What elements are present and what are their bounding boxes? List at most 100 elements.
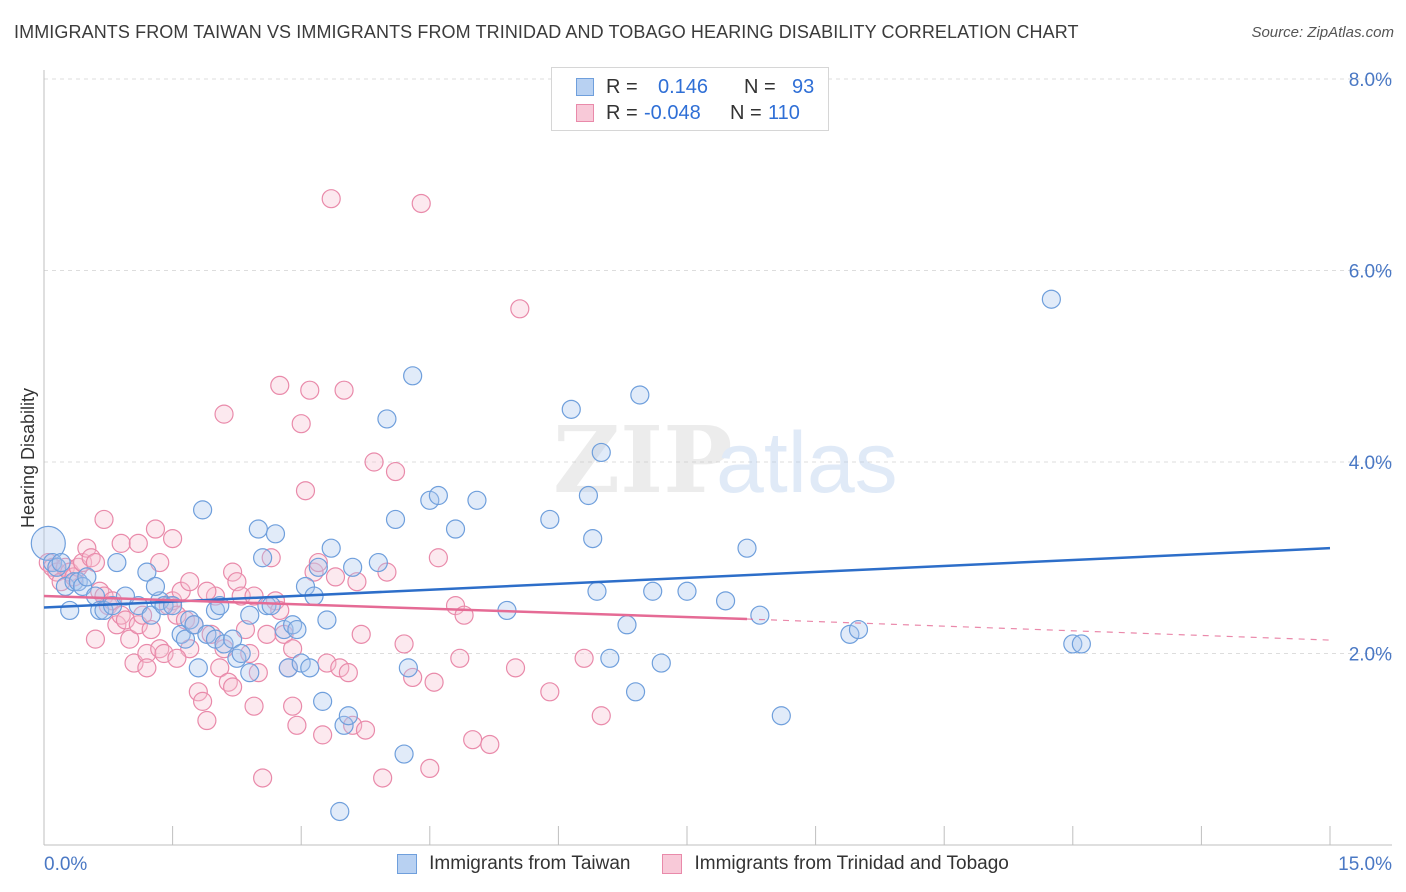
taiwan-point <box>30 525 66 561</box>
taiwan-point <box>128 596 148 616</box>
trinidad-point <box>574 648 594 668</box>
taiwan-point <box>398 658 418 678</box>
taiwan-point <box>540 509 560 530</box>
trinidad-point <box>253 768 273 788</box>
trinidad-point <box>94 509 114 530</box>
trinidad-point <box>347 572 367 592</box>
trinidad-point <box>355 720 376 740</box>
trinidad-point <box>197 710 217 731</box>
trinidad-point <box>424 672 444 692</box>
taiwan-point <box>141 605 161 625</box>
trinidad-point <box>540 682 560 702</box>
trinidad-point <box>167 648 187 668</box>
trinidad-point <box>283 639 303 659</box>
taiwan-point <box>145 576 166 597</box>
legend-n-value: 93 <box>792 75 815 98</box>
taiwan-point <box>587 581 607 601</box>
trinidad-point <box>210 658 230 678</box>
legend-swatch-trinidad <box>576 104 594 122</box>
taiwan-point <box>77 567 97 587</box>
trinidad-trend-extension <box>746 618 1331 641</box>
trinidad-point <box>180 572 200 592</box>
taiwan-point <box>115 586 136 606</box>
trinidad-point <box>351 624 371 644</box>
taiwan-point <box>561 399 581 419</box>
chart-title: IMMIGRANTS FROM TAIWAN VS IMMIGRANTS FRO… <box>14 22 1079 42</box>
trinidad-point <box>111 533 131 553</box>
trinidad-point <box>85 629 106 649</box>
trinidad-point <box>270 375 290 395</box>
trinidad-point <box>163 528 183 549</box>
taiwan-point <box>617 615 637 635</box>
taiwan-point <box>137 562 157 582</box>
taiwan-point <box>313 691 333 711</box>
taiwan-point <box>278 658 298 678</box>
watermark: ZIP atlas <box>553 406 898 514</box>
taiwan-point <box>107 552 127 573</box>
trinidad-point <box>223 562 243 582</box>
trinidad-point <box>257 624 277 644</box>
legend-swatch-taiwan <box>576 78 594 96</box>
taiwan-point <box>737 538 757 558</box>
trinidad-trend-line <box>43 594 748 621</box>
trinidad-point <box>308 552 328 573</box>
trinidad-point <box>141 619 161 640</box>
taiwan-point <box>677 581 697 601</box>
trinidad-point <box>287 715 307 735</box>
taiwan-point <box>403 366 423 386</box>
watermark-atlas: atlas <box>716 415 898 511</box>
y-tick-label: 4.0% <box>1349 453 1392 474</box>
y-tick-label: 8.0% <box>1349 70 1392 91</box>
trinidad-point <box>150 552 170 573</box>
y-tick-label: 2.0% <box>1349 645 1392 666</box>
x-tick-label-min: 0.0% <box>44 854 87 875</box>
taiwan-point <box>253 548 273 568</box>
taiwan-point <box>287 619 307 640</box>
legend-item-trinidad: Immigrants from Trinidad and Tobago <box>662 853 1009 875</box>
taiwan-point <box>51 552 71 573</box>
taiwan-point <box>193 500 213 520</box>
taiwan-point <box>317 610 337 630</box>
trinidad-point <box>385 461 406 482</box>
taiwan-point <box>321 538 341 558</box>
taiwan-point <box>848 619 869 640</box>
taiwan-point <box>1041 289 1061 309</box>
taiwan-point <box>1071 634 1091 654</box>
trinidad-point <box>180 639 200 659</box>
taiwan-point <box>600 648 620 668</box>
trinidad-point <box>420 758 440 779</box>
legend-label-taiwan: Immigrants from Taiwan <box>429 853 631 874</box>
trinidad-point <box>428 548 448 568</box>
trinidad-point <box>364 452 384 472</box>
trinidad-point <box>120 629 140 649</box>
trinidad-point <box>223 677 243 697</box>
series-trinidad <box>38 189 611 788</box>
taiwan-point <box>715 591 736 611</box>
taiwan-point <box>231 643 251 664</box>
series-legend: Immigrants from Taiwan Immigrants from T… <box>0 851 1406 877</box>
x-tick-marks <box>43 826 1331 845</box>
taiwan-point <box>72 576 93 597</box>
trinidad-point <box>321 189 341 209</box>
source-label: Source: ZipAtlas.com <box>1251 24 1394 41</box>
stats-legend: R = 0.146 N = 93 R = -0.048 N = 110 <box>551 67 829 131</box>
trinidad-point <box>193 691 213 711</box>
taiwan-point <box>583 528 603 549</box>
taiwan-point <box>223 629 243 649</box>
trinidad-point <box>505 658 526 678</box>
trinidad-point <box>137 658 157 678</box>
legend-r-label: R = <box>606 75 638 98</box>
taiwan-point <box>467 490 487 510</box>
trinidad-point <box>480 734 500 755</box>
trinidad-point <box>394 634 414 654</box>
taiwan-point <box>651 653 671 673</box>
taiwan-point <box>261 596 281 616</box>
taiwan-point <box>385 509 406 530</box>
trinidad-point <box>137 643 157 664</box>
trinidad-point <box>235 619 256 640</box>
taiwan-point <box>643 581 663 601</box>
taiwan-point <box>630 385 650 405</box>
taiwan-point <box>591 442 611 463</box>
trinidad-point <box>291 414 311 434</box>
trinidad-point <box>244 586 264 606</box>
